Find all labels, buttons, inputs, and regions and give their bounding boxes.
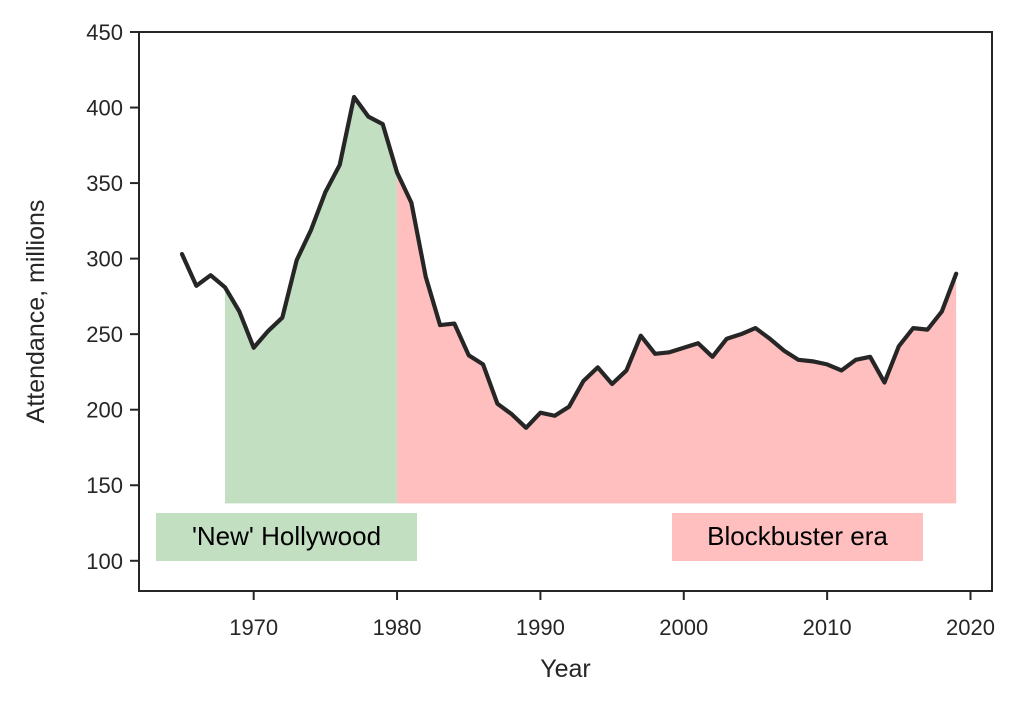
annotations: 'New' Hollywood Blockbuster era	[156, 513, 923, 561]
x-axis: 1970 1980 1990 2000 2010 2020	[229, 591, 995, 640]
region-0-label: 'New' Hollywood	[192, 521, 381, 551]
line-layer	[179, 94, 959, 430]
region-0-fill	[225, 96, 398, 504]
region-1-label-box	[672, 513, 923, 561]
y-tick-label: 200	[86, 398, 123, 423]
region-1-fill	[397, 172, 957, 504]
shaded-regions	[225, 96, 957, 504]
y-tick-label: 450	[86, 20, 123, 45]
x-tick-label: 2020	[946, 615, 995, 640]
y-axis-label: Attendance, millions	[22, 200, 50, 424]
x-tick-label: 1990	[516, 615, 565, 640]
y-tick-label: 100	[86, 549, 123, 574]
x-tick-label: 1970	[229, 615, 278, 640]
region-0-label-box	[156, 513, 417, 561]
x-tick-label: 1980	[373, 615, 422, 640]
y-tick-label: 350	[86, 171, 123, 196]
y-axis: 100 150 200 250 300 350 400 450	[86, 20, 139, 574]
y-tick-label: 250	[86, 322, 123, 347]
x-axis-label: Year	[540, 655, 591, 683]
y-tick-label: 300	[86, 247, 123, 272]
y-tick-label: 400	[86, 96, 123, 121]
x-tick-label: 2010	[803, 615, 852, 640]
x-tick-label: 2000	[659, 615, 708, 640]
plot-frame	[138, 31, 993, 592]
attendance-line	[179, 94, 959, 430]
region-1-label: Blockbuster era	[707, 521, 888, 551]
y-tick-label: 150	[86, 473, 123, 498]
